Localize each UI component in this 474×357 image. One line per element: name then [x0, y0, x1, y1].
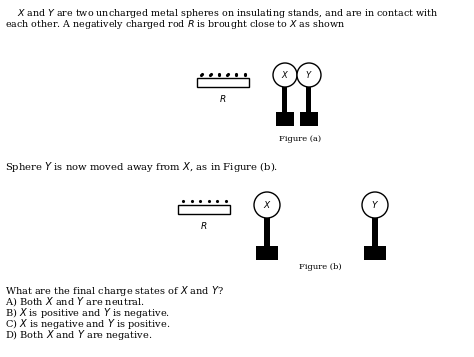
Text: D) Both $\it{X}$ and $\it{Y}$ are negative.: D) Both $\it{X}$ and $\it{Y}$ are negati… — [5, 328, 152, 342]
Bar — [256, 251, 278, 260]
Text: What are the final charge states of $\it{X}$ and $\it{Y}$?: What are the final charge states of $\it… — [5, 284, 224, 298]
Text: Figure (b): Figure (b) — [299, 263, 341, 271]
Text: B) $\it{X}$ is positive and $\it{Y}$ is negative.: B) $\it{X}$ is positive and $\it{Y}$ is … — [5, 306, 170, 320]
Bar — [307, 87, 311, 112]
Circle shape — [297, 63, 321, 87]
Bar — [178, 205, 230, 214]
Bar — [364, 251, 386, 260]
Text: $R$: $R$ — [201, 220, 208, 231]
Bar — [276, 117, 294, 126]
Bar — [276, 112, 294, 117]
Text: $X$: $X$ — [281, 70, 289, 80]
Text: $R$: $R$ — [219, 93, 227, 104]
Text: C) $\it{X}$ is negative and $\it{Y}$ is positive.: C) $\it{X}$ is negative and $\it{Y}$ is … — [5, 317, 170, 331]
Bar — [300, 112, 318, 117]
Text: A) Both $\it{X}$ and $\it{Y}$ are neutral.: A) Both $\it{X}$ and $\it{Y}$ are neutra… — [5, 295, 145, 308]
Bar — [300, 117, 318, 126]
Text: each other. A negatively charged rod $\it{R}$ is brought close to $\it{X}$ as sh: each other. A negatively charged rod $\i… — [5, 18, 345, 31]
Circle shape — [362, 192, 388, 218]
Bar — [264, 218, 270, 246]
Text: $Y$: $Y$ — [371, 200, 379, 211]
Text: Figure (a): Figure (a) — [279, 135, 321, 143]
Text: $\it{X}$ and $\it{Y}$ are two uncharged metal spheres on insulating stands, and : $\it{X}$ and $\it{Y}$ are two uncharged … — [5, 7, 438, 20]
Bar — [372, 218, 378, 246]
Bar — [283, 87, 288, 112]
Text: $X$: $X$ — [263, 200, 271, 211]
Bar — [197, 78, 249, 87]
Text: $Y$: $Y$ — [305, 70, 313, 80]
Text: Sphere $\it{Y}$ is now moved away from $\it{X}$, as in Figure (b).: Sphere $\it{Y}$ is now moved away from $… — [5, 160, 278, 174]
Circle shape — [273, 63, 297, 87]
Bar — [256, 246, 278, 251]
Bar — [364, 246, 386, 251]
Circle shape — [254, 192, 280, 218]
